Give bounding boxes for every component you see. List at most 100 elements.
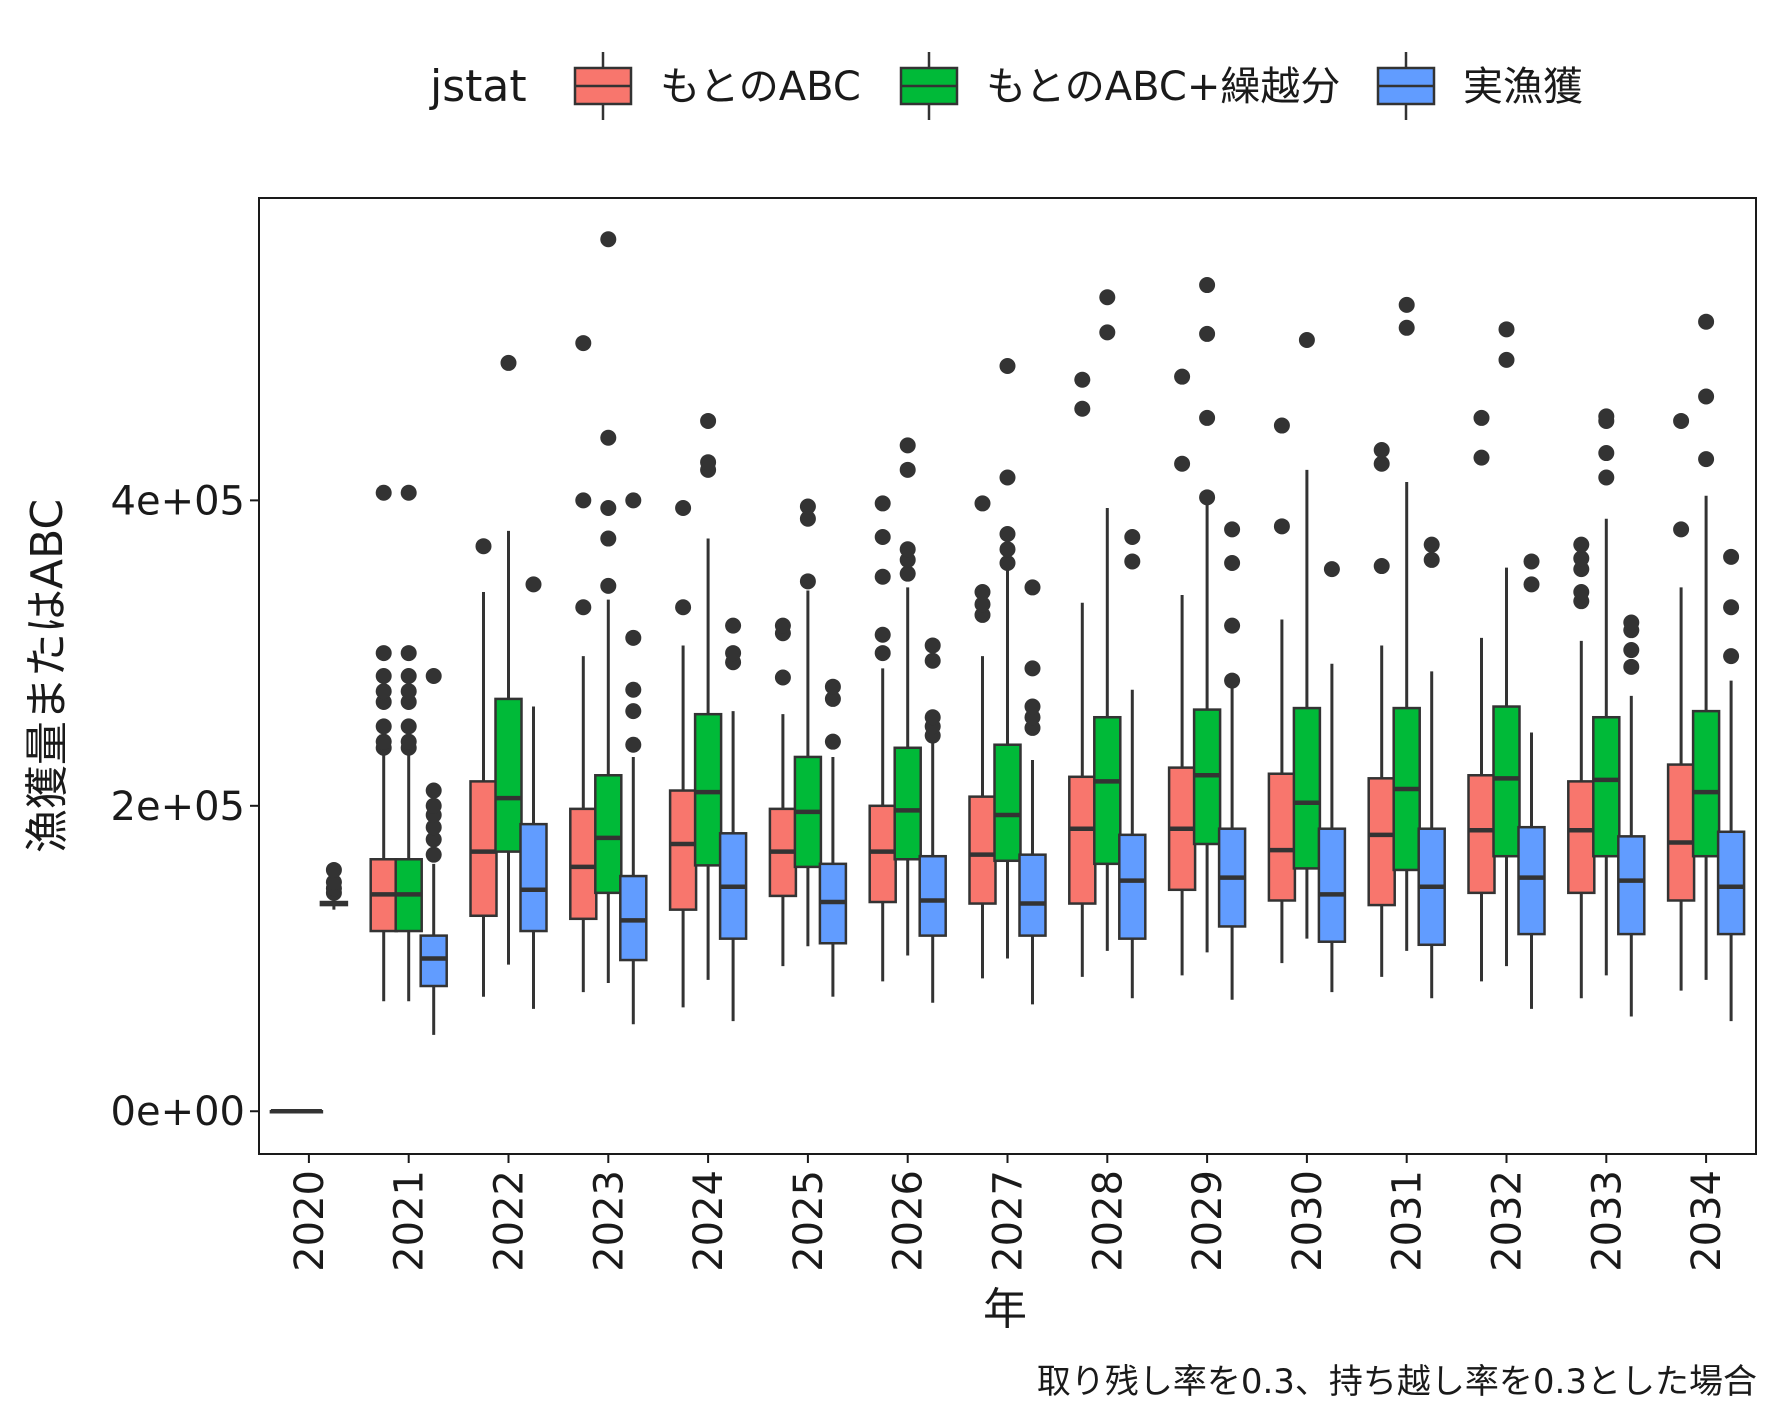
x-tick-label: 2020 xyxy=(287,1170,333,1272)
outlier-point xyxy=(1673,412,1690,429)
box-group xyxy=(968,495,997,979)
outlier-point xyxy=(774,669,791,686)
legend-item: もとのABC+繰越分 xyxy=(899,52,1340,120)
legend-item: 実漁獲 xyxy=(1376,52,1583,120)
x-tick-label: 2030 xyxy=(1285,1170,1331,1272)
box xyxy=(1068,775,1097,905)
box-group xyxy=(269,1108,299,1114)
box xyxy=(868,804,897,904)
outlier-point xyxy=(899,541,916,558)
box xyxy=(1716,830,1746,936)
outlier-point xyxy=(400,733,417,750)
legend: jstat もとのABC もとのABC+繰越分 実漁獲 xyxy=(429,52,1583,120)
plot-area xyxy=(269,231,1746,1114)
outlier-point xyxy=(375,718,392,735)
outlier-point xyxy=(1273,417,1290,434)
outlier-point xyxy=(400,718,417,735)
outlier-point xyxy=(1273,518,1290,535)
outlier-point xyxy=(400,484,417,501)
outlier-point xyxy=(625,736,642,753)
box-group xyxy=(369,484,398,1002)
outlier-point xyxy=(799,573,816,590)
outlier-point xyxy=(1373,455,1390,472)
box-group xyxy=(893,437,922,956)
box-group xyxy=(494,354,523,965)
x-tick-label: 2022 xyxy=(487,1170,533,1272)
outlier-point xyxy=(625,492,642,509)
outlier-point xyxy=(1723,548,1740,565)
outlier-point xyxy=(1473,409,1490,426)
outlier-point xyxy=(999,525,1016,542)
box xyxy=(469,780,498,918)
outlier-point xyxy=(1573,584,1590,601)
outlier-point xyxy=(999,554,1016,571)
outlier-point xyxy=(1523,576,1540,593)
outlier-point xyxy=(1623,642,1640,659)
box-group xyxy=(918,637,947,1003)
outlier-point xyxy=(1723,599,1740,616)
box xyxy=(893,746,922,861)
box-group xyxy=(1417,536,1446,999)
outlier-point xyxy=(500,354,517,371)
outlier-point xyxy=(1024,660,1041,677)
outlier-point xyxy=(400,683,417,700)
outlier-point xyxy=(1423,551,1440,568)
outlier-point xyxy=(899,461,916,478)
box xyxy=(1267,772,1297,902)
outlier-point xyxy=(725,617,742,634)
outlier-point xyxy=(600,530,617,547)
outlier-point xyxy=(1423,536,1440,553)
outlier-point xyxy=(1598,445,1615,462)
outlier-point xyxy=(1074,371,1091,388)
box-group xyxy=(1118,529,1147,999)
box-group xyxy=(1217,521,1247,1000)
box-group xyxy=(1018,579,1047,1005)
outlier-point xyxy=(1074,400,1091,417)
outlier-point xyxy=(1224,554,1241,571)
outlier-point xyxy=(375,668,392,684)
outlier-point xyxy=(899,437,916,454)
outlier-point xyxy=(325,861,342,878)
outlier-point xyxy=(1498,321,1515,338)
outlier-point xyxy=(1673,521,1690,538)
outlier-point xyxy=(400,668,417,684)
box xyxy=(693,712,723,867)
outlier-point xyxy=(1598,408,1615,425)
box xyxy=(1617,835,1646,936)
x-tick-label: 2021 xyxy=(387,1170,433,1272)
outlier-point xyxy=(425,782,442,799)
outlier-point xyxy=(1199,325,1216,342)
box-group xyxy=(818,678,848,997)
outlier-point xyxy=(1398,319,1415,336)
box-group xyxy=(1367,441,1396,977)
outlier-point xyxy=(874,495,891,512)
box-group xyxy=(1317,561,1347,993)
y-axis: 0e+00 2e+05 4e+05 xyxy=(111,478,259,1135)
outlier-point xyxy=(375,645,392,662)
outlier-point xyxy=(375,484,392,501)
x-tick-label: 2032 xyxy=(1485,1170,1531,1272)
outlier-point xyxy=(325,874,342,891)
box xyxy=(668,789,698,911)
box-group xyxy=(394,484,423,1002)
x-tick-label: 2025 xyxy=(786,1170,832,1272)
outlier-point xyxy=(799,510,816,527)
outlier-point xyxy=(1623,658,1640,675)
outlier-point xyxy=(999,357,1016,374)
box xyxy=(494,697,523,853)
outlier-point xyxy=(700,412,717,429)
x-tick-label: 2028 xyxy=(1085,1170,1131,1272)
outlier-point xyxy=(575,335,592,352)
x-axis: 2020 2021 2022 2023 2024 2025 2026 2027 2028 2029… xyxy=(287,1154,1730,1272)
outlier-point xyxy=(1573,550,1590,567)
box-group xyxy=(1467,409,1496,982)
box xyxy=(1592,715,1621,858)
outlier-point xyxy=(1698,313,1715,330)
outlier-point xyxy=(700,454,717,471)
outlier-point xyxy=(824,733,841,750)
outlier-point xyxy=(874,568,891,585)
box-group xyxy=(619,492,648,1025)
outlier-point xyxy=(874,529,891,546)
outlier-point xyxy=(425,831,442,848)
